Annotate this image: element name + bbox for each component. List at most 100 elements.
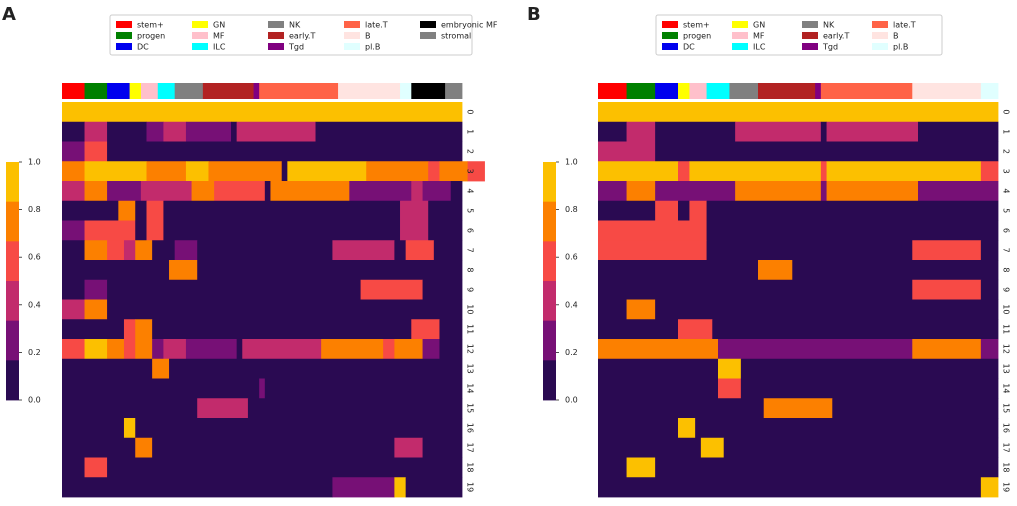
legend-b-swatch-2 bbox=[662, 43, 678, 50]
panel-letter-b: B bbox=[527, 4, 541, 25]
category-bar-b-9 bbox=[820, 83, 913, 99]
heatmap-b-cell-r3-s1 bbox=[678, 161, 690, 182]
row-label-a-13: 13 bbox=[466, 364, 475, 374]
heatmap-a-cell-r15-s1 bbox=[197, 398, 249, 419]
heatmap-a-cell-r8-s2 bbox=[197, 260, 463, 281]
heatmap-b-cell-r3-s0 bbox=[598, 161, 679, 182]
heatmap-a-cell-r7-s8 bbox=[332, 240, 395, 261]
heatmap-a-cell-r12-s4 bbox=[135, 339, 153, 360]
heatmap-a-cell-r4-s2 bbox=[107, 181, 142, 202]
legend-b-label-1: progen bbox=[683, 32, 711, 41]
legend-b-label-11: pl.B bbox=[893, 43, 908, 52]
colorbar-a-tick-2: 0.6 bbox=[28, 253, 41, 262]
heatmap-b-cell-r8-s0 bbox=[598, 260, 759, 281]
category-bar-b-8 bbox=[815, 83, 822, 99]
colorbar-b-tick-5: 0.0 bbox=[565, 396, 578, 405]
legend-a-label-3: GN bbox=[213, 21, 225, 30]
row-label-b-3: 3 bbox=[1002, 169, 1011, 174]
heatmap-a-cell-r7-s1 bbox=[84, 240, 108, 261]
heatmap-a-cell-r3-s6 bbox=[287, 161, 367, 182]
heatmap-a-cell-r3-s7 bbox=[366, 161, 429, 182]
colorbar-b-tick-2: 0.6 bbox=[565, 253, 578, 262]
colorbar-a-seg-5 bbox=[6, 360, 19, 401]
heatmap-a-cell-r7-s0 bbox=[62, 240, 85, 261]
heatmap-a-cell-r1-s4 bbox=[163, 121, 187, 142]
colorbar-a-seg-2 bbox=[6, 241, 19, 282]
heatmap-b-cell-r1-s5 bbox=[826, 121, 919, 142]
heatmap-a-cell-r0-s0 bbox=[62, 102, 463, 123]
legend-b-swatch-11 bbox=[872, 43, 888, 50]
colorbar-b-tick-1: 0.8 bbox=[565, 205, 578, 214]
heatmap-a-cell-r3-s8 bbox=[428, 161, 440, 182]
colorbar-b-tick-3: 0.4 bbox=[565, 300, 578, 309]
category-bar-a-8 bbox=[253, 83, 260, 99]
category-bar-a-0 bbox=[62, 83, 85, 99]
heatmap-a-cell-r5-s0 bbox=[62, 200, 119, 221]
legend-a-label-6: NK bbox=[289, 21, 301, 30]
colorbar-a-seg-0 bbox=[6, 162, 19, 203]
legend-a-swatch-5 bbox=[192, 43, 208, 50]
heatmap-a-cell-r9-s0 bbox=[62, 279, 85, 300]
row-label-b-10: 10 bbox=[1002, 304, 1011, 314]
heatmap-b-cell-r12-s2 bbox=[912, 339, 982, 360]
heatmap-a-cell-r16-s1 bbox=[123, 418, 136, 439]
heatmap-a-cell-r15-s2 bbox=[247, 398, 463, 419]
heatmap-a-cell-r1-s6 bbox=[231, 121, 238, 142]
heatmap-b-cell-r9-s2 bbox=[980, 279, 999, 300]
heatmap-a-cell-r3-s5 bbox=[281, 161, 288, 182]
row-label-b-19: 19 bbox=[1002, 482, 1011, 492]
heatmap-b-cell-r13-s0 bbox=[598, 358, 719, 379]
legend-b-swatch-0 bbox=[662, 21, 678, 28]
legend-a-label-5: ILC bbox=[213, 43, 226, 52]
heatmap-b-cell-r5-s1 bbox=[655, 200, 679, 221]
heatmap-a-cell-r14-s0 bbox=[62, 378, 260, 399]
heatmap-a-cell-r3-s0 bbox=[62, 161, 85, 182]
heatmap-a-cell-r7-s10 bbox=[405, 240, 435, 261]
heatmap-a-cell-r11-s0 bbox=[62, 319, 125, 340]
legend-a-label-9: late.T bbox=[365, 21, 388, 30]
heatmap-b-cell-r4-s1 bbox=[626, 181, 656, 202]
heatmap-a-cell-r3-s1 bbox=[84, 161, 147, 182]
heatmap-b-cell-r12-s3 bbox=[980, 339, 999, 360]
heatmap-b-cell-r13-s1 bbox=[718, 358, 742, 379]
colorbar-a-seg-1 bbox=[6, 201, 19, 242]
heatmap-a-cell-r11-s2 bbox=[135, 319, 153, 340]
row-label-a-0: 0 bbox=[466, 109, 475, 114]
heatmap-a-cell-r2-s1 bbox=[84, 141, 108, 162]
heatmap-a-cell-r8-s0 bbox=[62, 260, 170, 281]
colorbar-a-tick-4: 0.2 bbox=[28, 348, 41, 357]
legend-b-swatch-9 bbox=[872, 21, 888, 28]
legend-b-label-6: NK bbox=[823, 21, 835, 30]
row-label-b-7: 7 bbox=[1002, 248, 1011, 253]
legend-b-swatch-4 bbox=[732, 32, 748, 39]
heatmap-b-cell-r1-s2 bbox=[655, 121, 736, 142]
heatmap-a-cell-r7-s7 bbox=[197, 240, 333, 261]
category-bar-a-2 bbox=[107, 83, 131, 99]
heatmap-a-cell-r17-s1 bbox=[135, 437, 153, 458]
legend-a-label-11: pl.B bbox=[365, 43, 380, 52]
legend-a-swatch-12 bbox=[420, 21, 436, 28]
heatmap-a-cell-r17-s2 bbox=[152, 437, 395, 458]
heatmap-a-cell-r19-s1 bbox=[332, 477, 395, 498]
colorbar-b-seg-5 bbox=[543, 360, 556, 401]
heatmap-a-cell-r4-s6 bbox=[214, 181, 266, 202]
row-label-a-16: 16 bbox=[466, 423, 475, 433]
category-bar-a-10 bbox=[338, 83, 401, 99]
heatmap-b-cell-r3-s4 bbox=[826, 161, 982, 182]
heatmap-b-cell-r4-s4 bbox=[820, 181, 827, 202]
legend-b-label-5: ILC bbox=[753, 43, 766, 52]
heatmap-b-cell-r9-s0 bbox=[598, 279, 913, 300]
colorbar-b-tick-4: 0.2 bbox=[565, 348, 578, 357]
category-bar-b-7 bbox=[758, 83, 816, 99]
legend-b-label-8: Tgd bbox=[822, 43, 838, 52]
heatmap-a-cell-r11-s5 bbox=[439, 319, 463, 340]
heatmap-a-cell-r4-s7 bbox=[264, 181, 271, 202]
heatmap-a-cell-r12-s3 bbox=[123, 339, 136, 360]
row-label-a-12: 12 bbox=[466, 344, 475, 354]
heatmap-a-cell-r12-s9 bbox=[242, 339, 322, 360]
heatmap-a-cell-r6-s4 bbox=[163, 220, 401, 241]
heatmap-b-cell-r1-s4 bbox=[820, 121, 827, 142]
